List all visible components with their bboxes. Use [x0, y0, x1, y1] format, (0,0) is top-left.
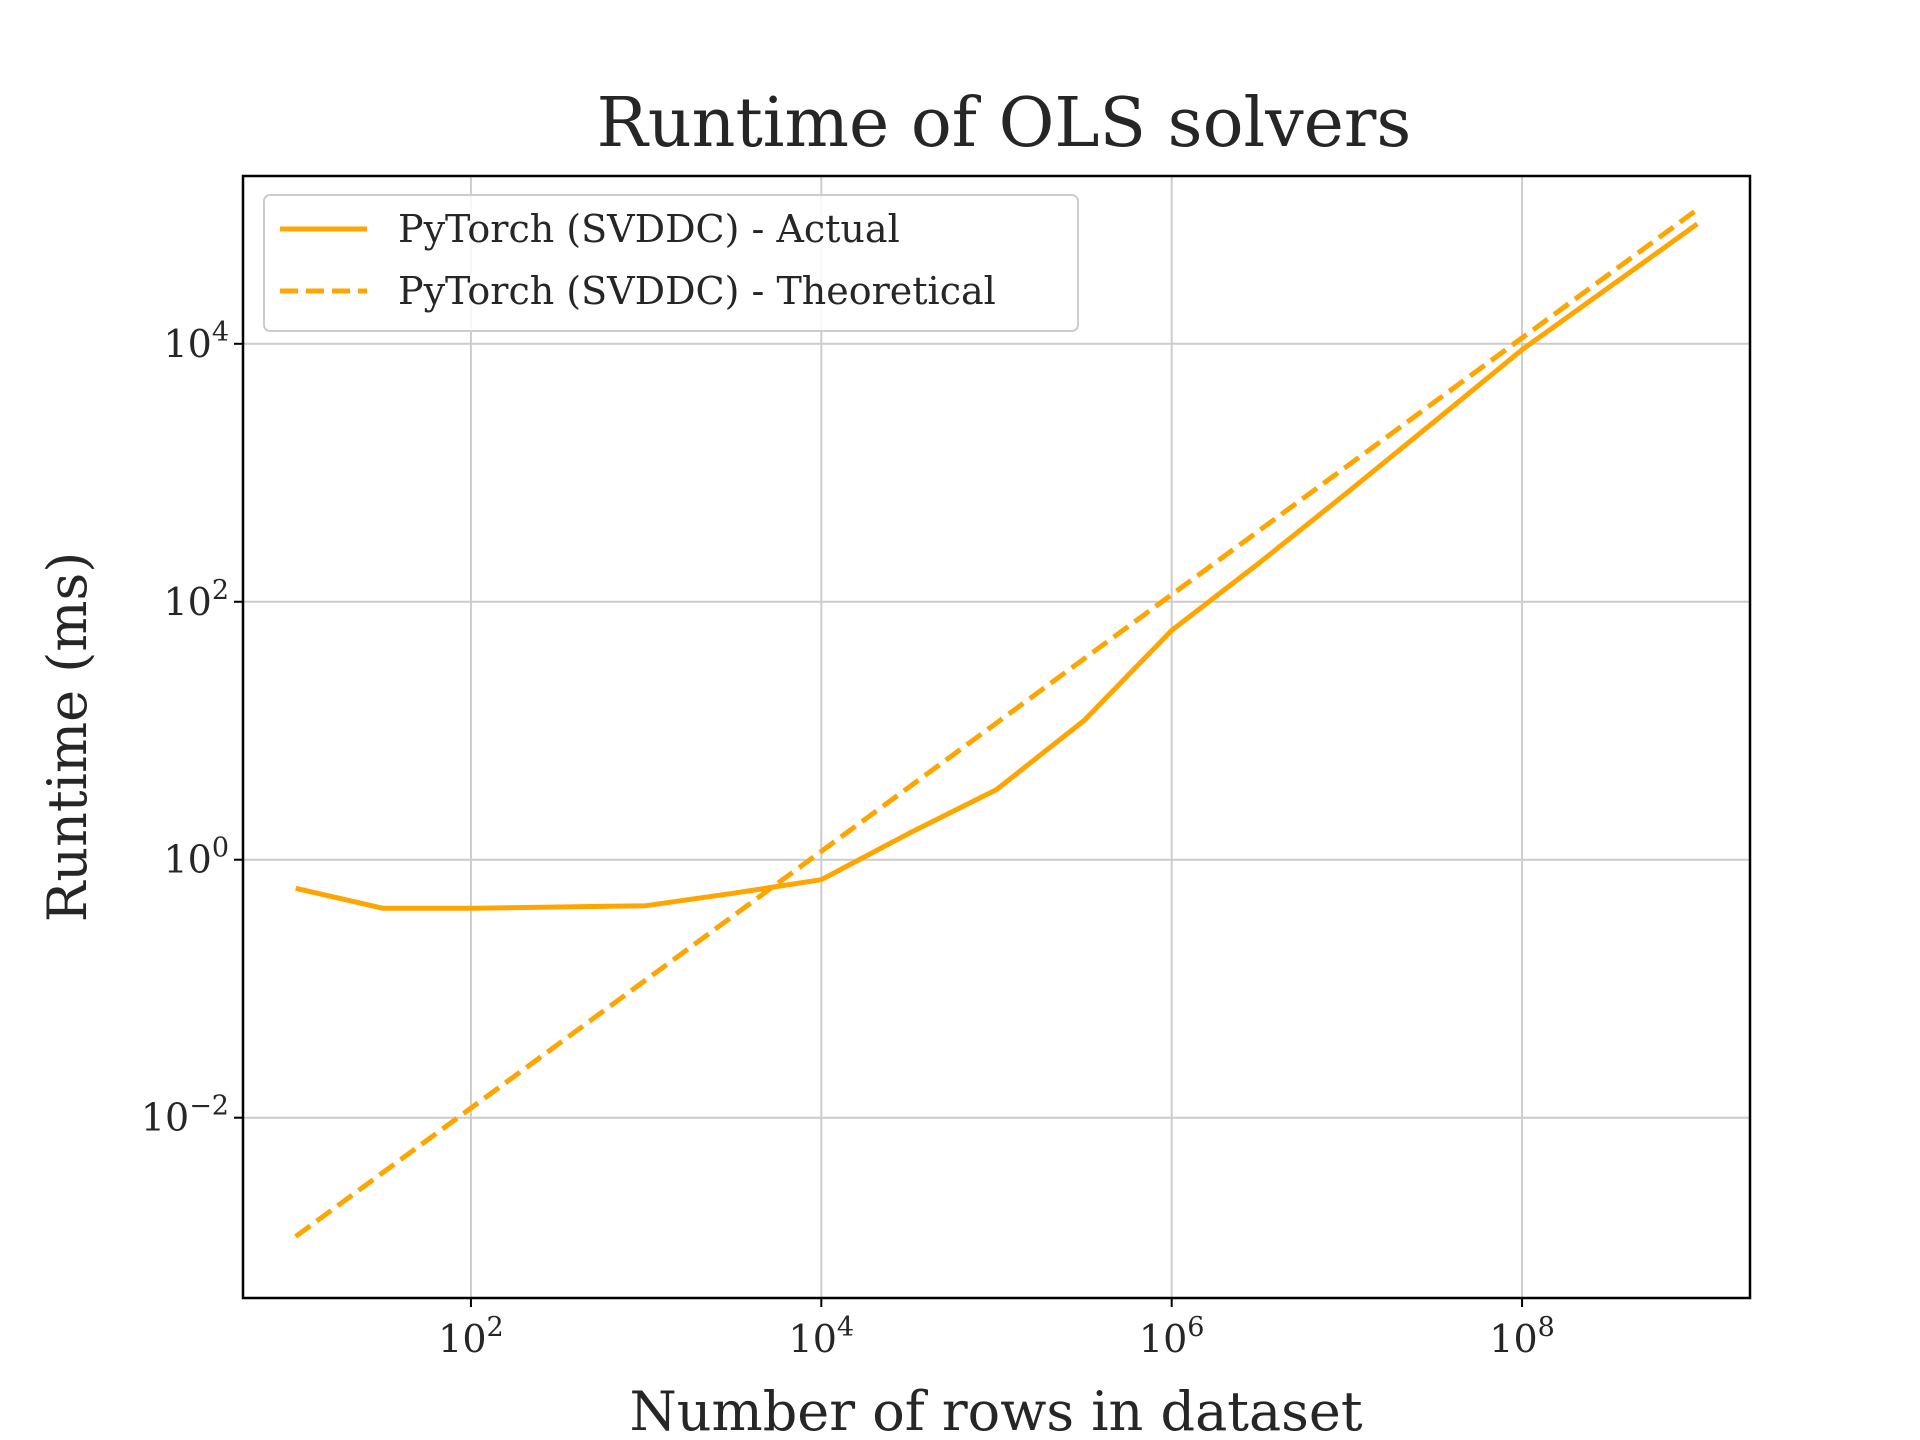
legend: PyTorch (SVDDC) - Actual PyTorch (SVDDC) …	[263, 194, 1079, 332]
series-layer	[294, 207, 1699, 1239]
plot-frame	[241, 174, 1752, 1300]
y-tick-label: 10−2	[141, 1091, 229, 1140]
legend-box	[263, 194, 1079, 332]
legend-label: PyTorch (SVDDC) - Actual	[398, 207, 900, 251]
y-tick-label: 102	[163, 575, 229, 624]
series-line-actual	[295, 221, 1699, 911]
y-axis-label: Runtime (ms)	[36, 552, 99, 923]
x-ticks: 102 104 106 108	[438, 1298, 1555, 1361]
x-axis-label: Number of rows in dataset	[629, 1380, 1362, 1440]
y-tick-label: 100	[163, 833, 229, 882]
y-tick-label: 104	[163, 317, 229, 366]
y-ticks: 10−2 100 102 104	[141, 317, 243, 1140]
grid	[243, 176, 1750, 1298]
legend-label: PyTorch (SVDDC) - Theoretical	[398, 269, 996, 313]
series-line-theoretical	[294, 207, 1699, 1239]
x-tick-label: 108	[1489, 1312, 1555, 1361]
x-tick-label: 104	[789, 1312, 855, 1361]
x-tick-label: 102	[438, 1312, 504, 1361]
x-tick-label: 106	[1139, 1312, 1205, 1361]
chart-title: Runtime of OLS solvers	[597, 84, 1412, 163]
